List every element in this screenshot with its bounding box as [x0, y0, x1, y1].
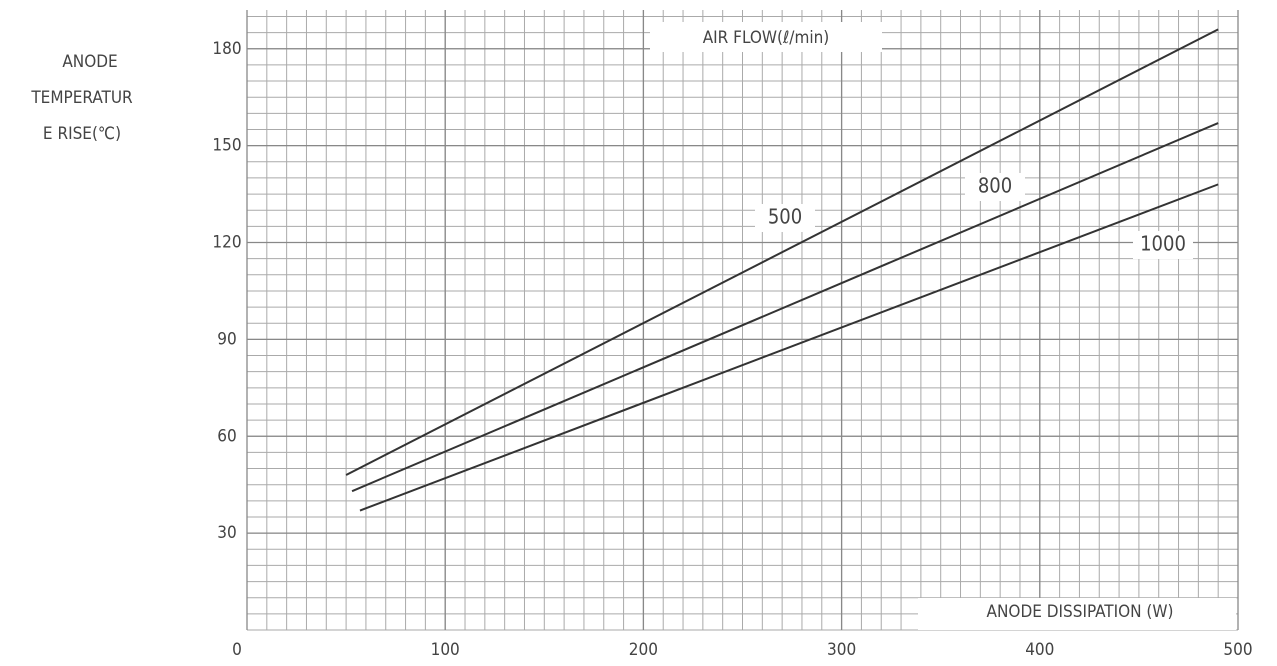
y-tick-label: 30	[217, 523, 236, 543]
label-bg	[965, 173, 1025, 201]
y-axis-label: E RISE(℃)	[43, 124, 121, 144]
x-axis-label: ANODE DISSIPATION (W)	[987, 602, 1174, 622]
x-tick-label: 500	[1223, 640, 1252, 660]
line	[359, 183, 1219, 512]
y-axis-label: TEMPERATUR	[30, 88, 133, 108]
annotation: AIR FLOW(ℓ/min)	[703, 28, 830, 48]
label-bg	[918, 598, 1236, 630]
line	[351, 122, 1219, 493]
label-bg	[755, 204, 815, 232]
y-tick-label: 150	[212, 136, 241, 156]
y-tick-label: 60	[217, 426, 236, 446]
y-tick-label: 90	[217, 329, 236, 349]
x-tick-label: 400	[1025, 640, 1054, 660]
label-bg	[1133, 231, 1193, 259]
x-tick-label: 0	[232, 640, 242, 660]
x-tick-label: 200	[629, 640, 658, 660]
series-label: 1000	[1140, 232, 1186, 256]
series-label: 500	[768, 205, 802, 229]
y-tick-label: 180	[212, 39, 241, 59]
series-label: 800	[978, 174, 1012, 198]
line	[345, 28, 1219, 476]
y-axis-label: ANODE	[62, 52, 117, 72]
x-tick-label: 300	[827, 640, 856, 660]
y-tick-label: 120	[212, 233, 241, 253]
label-bg	[650, 22, 882, 52]
x-tick-label: 100	[431, 640, 460, 660]
